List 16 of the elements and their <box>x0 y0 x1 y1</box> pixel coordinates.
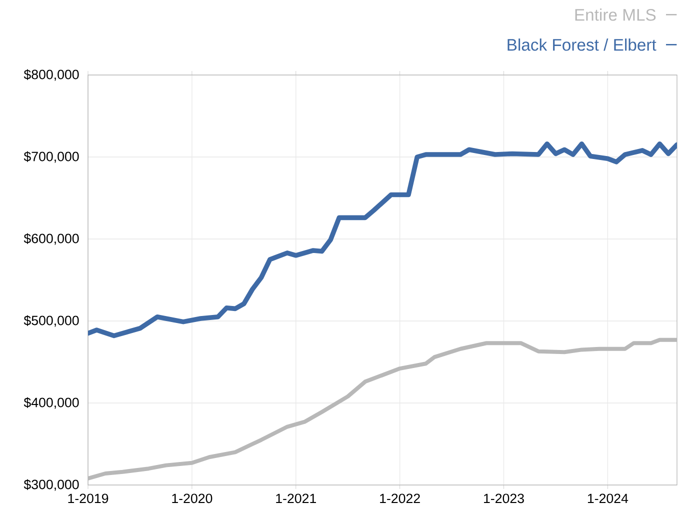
line-series <box>88 338 677 480</box>
x-tick-label: 1-2022 <box>380 494 420 504</box>
line-series <box>88 141 677 338</box>
y-tick-label: $800,000 <box>24 69 79 81</box>
x-tick-label: 1-2020 <box>172 494 212 504</box>
x-tick-label: 1-2019 <box>68 494 108 504</box>
y-tick-label: $600,000 <box>24 233 79 245</box>
legend-label: Black Forest / Elbert <box>508 38 656 51</box>
y-tick-label: $500,000 <box>24 315 79 327</box>
y-tick-label: $700,000 <box>24 151 79 163</box>
x-tick-label: 1-2023 <box>484 494 524 504</box>
x-tick-label: 1-2024 <box>588 494 628 504</box>
y-tick-label: $400,000 <box>24 397 79 409</box>
legend-label: Entire MLS <box>575 8 656 21</box>
x-tick-label: 1-2021 <box>276 494 316 504</box>
y-tick-label: $300,000 <box>24 479 79 491</box>
